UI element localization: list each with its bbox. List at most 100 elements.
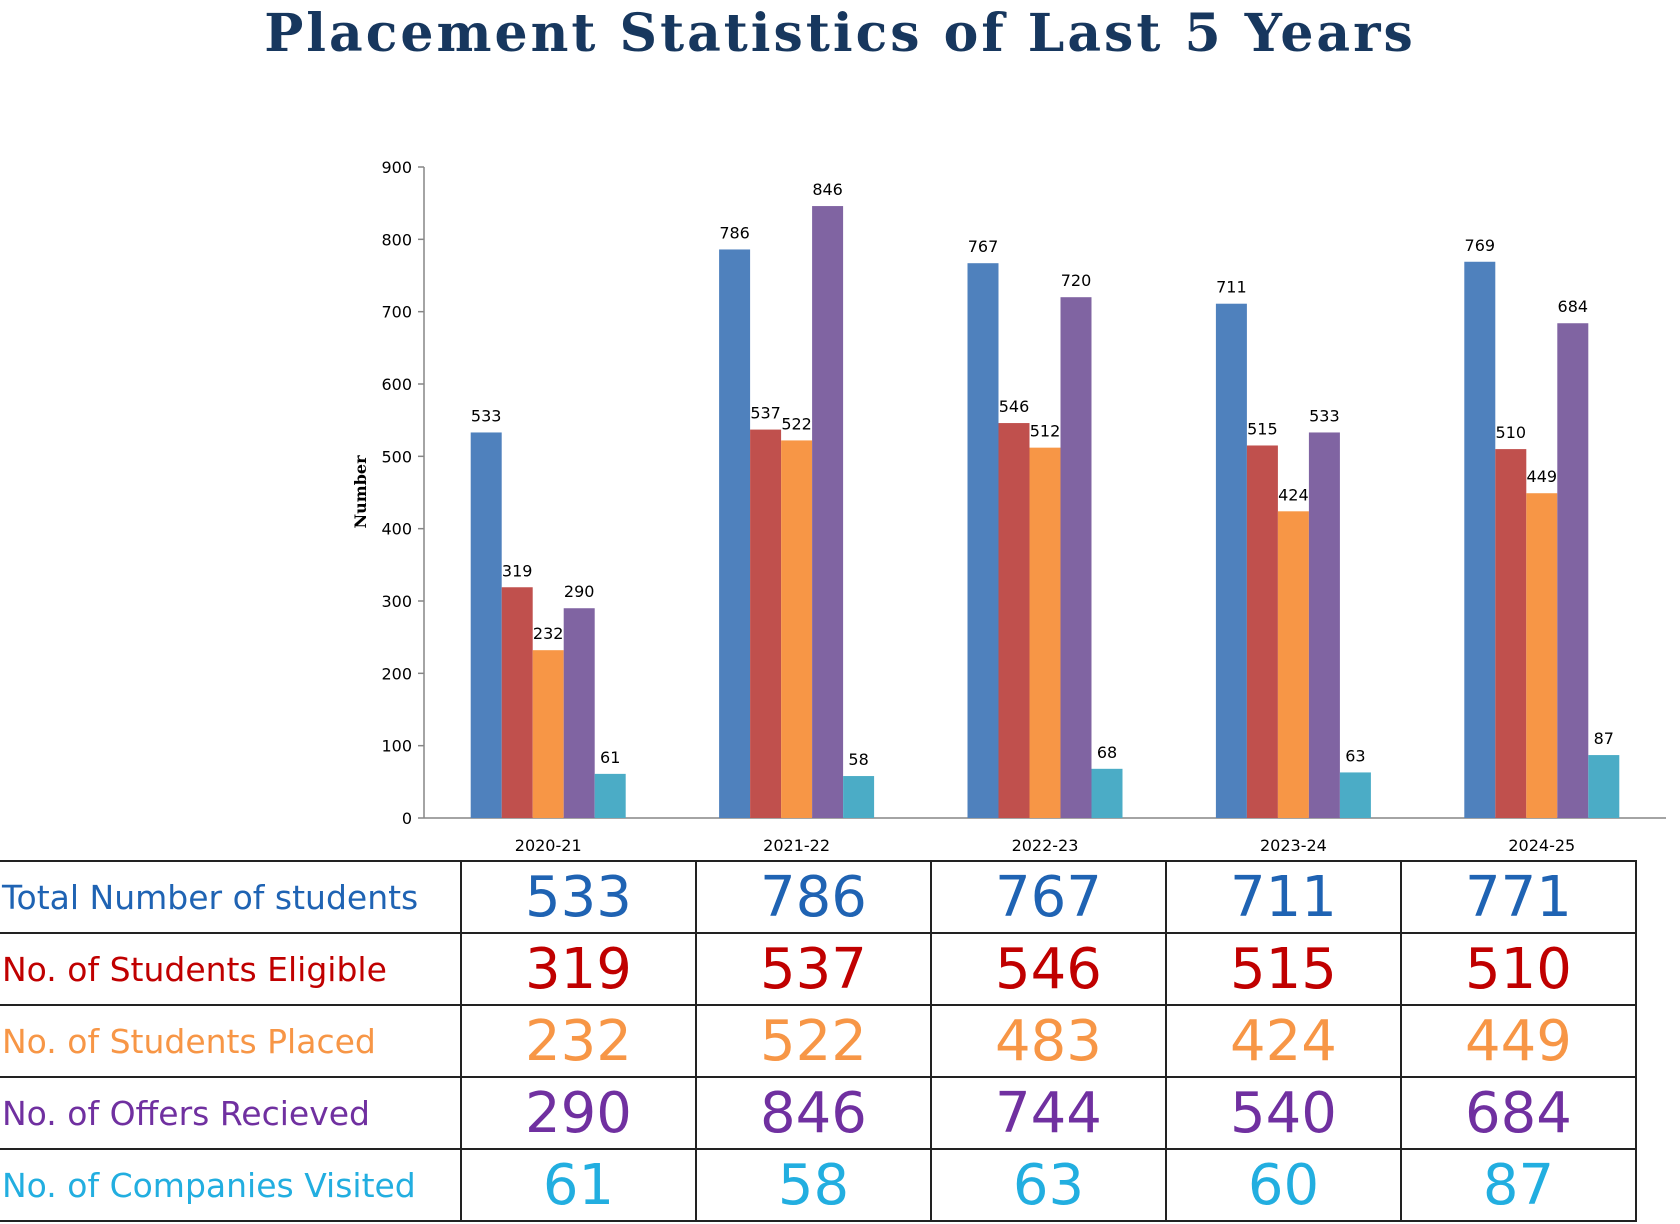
- table-cell: 290: [460, 1076, 697, 1150]
- bar-value-label: 767: [968, 237, 999, 256]
- table-row: No. of Offers Recieved 290 846 744 540 684: [0, 1076, 1637, 1150]
- x-tick-label: 2023-24: [1260, 836, 1327, 855]
- bar-value-label: 720: [1061, 271, 1092, 290]
- y-tick-label: 500: [381, 447, 412, 466]
- bar: [1464, 261, 1496, 818]
- table-cell: 510: [1400, 932, 1637, 1006]
- bar: [1588, 755, 1620, 818]
- bar: [1060, 297, 1092, 818]
- y-tick-label: 200: [381, 664, 412, 683]
- bar-value-label: 510: [1496, 423, 1527, 442]
- bar: [1339, 772, 1371, 818]
- bar-value-label: 711: [1216, 278, 1247, 297]
- bar-value-label: 61: [600, 748, 620, 767]
- table-row: No. of Students Placed 232 522 483 424 449: [0, 1004, 1637, 1078]
- table-cell: 522: [695, 1004, 932, 1078]
- table-cell: 846: [695, 1076, 932, 1150]
- bar-value-label: 537: [750, 404, 781, 423]
- table-cell: 767: [930, 860, 1167, 934]
- bar-value-label: 522: [781, 414, 812, 433]
- bar-value-label: 533: [1309, 406, 1340, 425]
- bar-value-label: 786: [719, 223, 750, 242]
- row-label: No. of Students Eligible: [0, 932, 462, 1006]
- bar: [1091, 768, 1123, 818]
- table-cell: 483: [930, 1004, 1167, 1078]
- bar: [967, 263, 999, 818]
- bar: [719, 249, 751, 818]
- bar: [750, 429, 782, 818]
- table-cell: 319: [460, 932, 697, 1006]
- bar-value-label: 546: [999, 397, 1030, 416]
- bar-chart: 0 100 200 300 400 500 600 700 800 900 Number 2020-2…: [351, 158, 1666, 855]
- y-axis-title: Number: [351, 455, 370, 529]
- table-cell: 60: [1165, 1148, 1402, 1222]
- bar: [594, 773, 626, 818]
- table-cell: 63: [930, 1148, 1167, 1222]
- y-tick-label: 700: [381, 303, 412, 322]
- bar: [998, 423, 1030, 818]
- bar-value-label: 533: [471, 406, 502, 425]
- x-tick-label: 2024-25: [1508, 836, 1575, 855]
- y-tick-label: 100: [381, 737, 412, 756]
- bar-value-label: 515: [1247, 419, 1278, 438]
- bar: [1526, 493, 1558, 818]
- bar: [1557, 323, 1589, 818]
- row-label: No. of Offers Recieved: [0, 1076, 462, 1150]
- bar: [501, 587, 533, 818]
- bar-value-label: 684: [1558, 297, 1589, 316]
- table-row: Total Number of students 533 786 767 711 771: [0, 860, 1637, 934]
- row-label: Total Number of students: [0, 860, 462, 934]
- bar: [1246, 445, 1278, 818]
- table-cell: 533: [460, 860, 697, 934]
- table-cell: 232: [460, 1004, 697, 1078]
- x-tick-label: 2022-23: [1012, 836, 1079, 855]
- table-cell: 771: [1400, 860, 1637, 934]
- bar-value-label: 319: [502, 561, 533, 580]
- row-label: No. of Students Placed: [0, 1004, 462, 1078]
- bar-value-label: 232: [533, 624, 564, 643]
- bar: [532, 650, 564, 818]
- bar: [843, 776, 875, 818]
- bar-value-label: 63: [1345, 746, 1365, 765]
- bar: [812, 206, 844, 818]
- y-tick-label: 400: [381, 520, 412, 539]
- table-cell: 546: [930, 932, 1167, 1006]
- bar: [781, 440, 813, 818]
- y-tick-label: 0: [402, 809, 412, 828]
- bar: [1495, 449, 1527, 818]
- bar-value-label: 87: [1594, 729, 1614, 748]
- bar: [1277, 511, 1309, 818]
- bar: [1029, 447, 1061, 818]
- table-cell: 87: [1400, 1148, 1637, 1222]
- y-tick-label: 300: [381, 592, 412, 611]
- bar-value-label: 68: [1097, 743, 1117, 762]
- table-cell: 449: [1400, 1004, 1637, 1078]
- bar-value-label: 769: [1465, 236, 1496, 255]
- table-row: No. of Companies Visited 61 58 63 60 87: [0, 1148, 1637, 1222]
- table-cell: 711: [1165, 860, 1402, 934]
- x-tick-label: 2021-22: [763, 836, 830, 855]
- bar-value-label: 424: [1278, 485, 1309, 504]
- bar-value-label: 512: [1030, 422, 1061, 441]
- bar: [1308, 432, 1340, 818]
- table-cell: 537: [695, 932, 932, 1006]
- table-cell: 786: [695, 860, 932, 934]
- y-tick-label: 800: [381, 230, 412, 249]
- placement-table: Total Number of students 533 786 767 711 771 N…: [0, 860, 1637, 1222]
- bar-value-label: 846: [812, 180, 843, 199]
- table-cell: 61: [460, 1148, 697, 1222]
- table-cell: 540: [1165, 1076, 1402, 1150]
- bar: [1215, 303, 1247, 819]
- row-label: No. of Companies Visited: [0, 1148, 462, 1222]
- table-row: No. of Students Eligible 319 537 546 515 510: [0, 932, 1637, 1006]
- table-cell: 744: [930, 1076, 1167, 1150]
- page-title: Placement Statistics of Last 5 Years: [264, 3, 1416, 64]
- bar-value-label: 290: [564, 582, 595, 601]
- y-tick-label: 900: [381, 158, 412, 177]
- bar: [470, 432, 502, 818]
- x-tick-label: 2020-21: [515, 836, 582, 855]
- bar: [563, 608, 595, 818]
- bar-value-label: 449: [1527, 467, 1558, 486]
- bar-value-label: 58: [848, 750, 868, 769]
- table-cell: 684: [1400, 1076, 1637, 1150]
